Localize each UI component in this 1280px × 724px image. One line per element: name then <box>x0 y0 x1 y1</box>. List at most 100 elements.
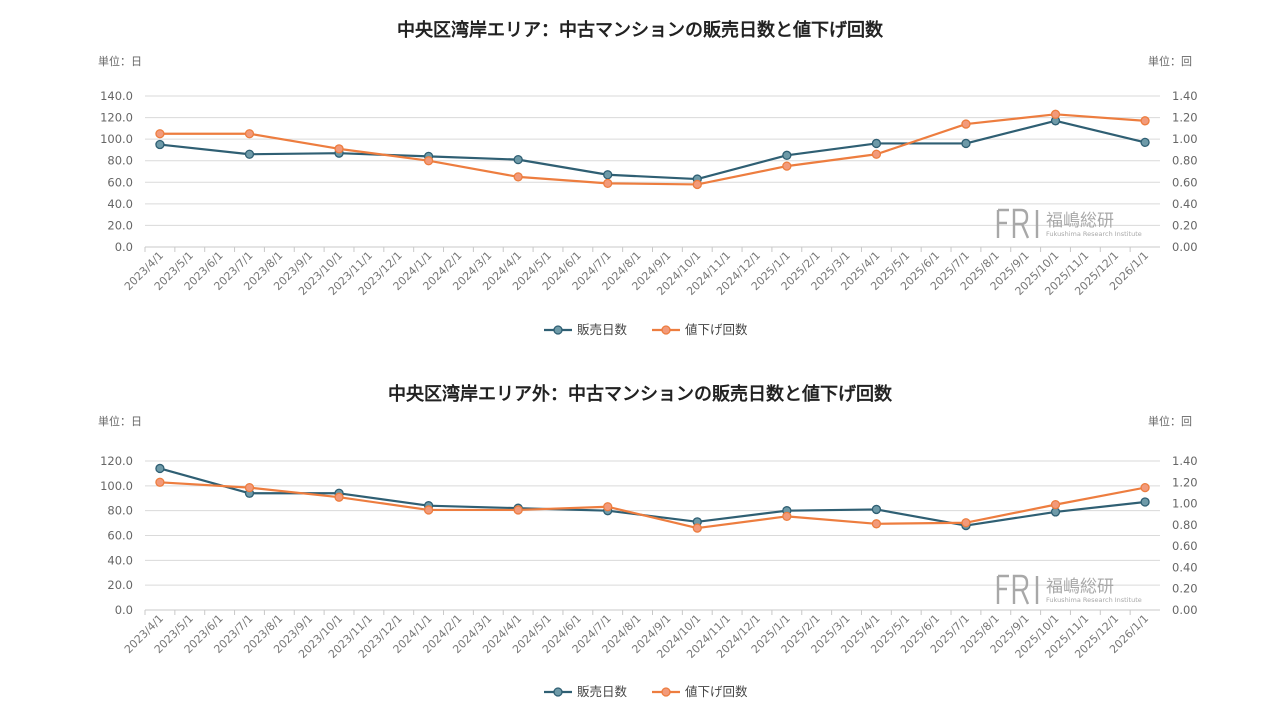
data-point-days <box>871 138 882 149</box>
y-left-tick-label: 140.0 <box>100 89 133 103</box>
legend-item-reductions: 値下げ回数 <box>652 322 748 337</box>
y-right-tick-label: 0.40 <box>1172 197 1198 211</box>
right-axis-unit: 単位：回 <box>1148 54 1192 68</box>
data-point-days <box>603 170 613 180</box>
logo-subtitle: Fukushima Research Institute <box>1046 596 1142 604</box>
series-line-days <box>159 119 1146 181</box>
y-left-tick-label: 60.0 <box>107 529 133 543</box>
legend-label: 値下げ回数 <box>685 322 748 337</box>
data-point-reductions <box>1050 109 1061 119</box>
y-left-tick-label: 40.0 <box>107 197 133 211</box>
y-left-tick-label: 60.0 <box>107 175 133 189</box>
y-left-tick-label: 0.0 <box>115 603 133 617</box>
y-left-tick-label: 100.0 <box>100 479 133 493</box>
y-left-tick-label: 0.0 <box>115 240 133 254</box>
y-right-tick-label: 0.60 <box>1172 175 1198 189</box>
y-right-tick-label: 0.40 <box>1172 560 1198 574</box>
data-point-days <box>513 154 523 165</box>
data-point-reductions <box>334 492 344 502</box>
data-point-days <box>782 150 792 160</box>
data-point-days <box>155 139 165 150</box>
data-point-reductions <box>423 156 434 166</box>
legend-marker <box>553 687 563 697</box>
y-left-tick-label: 20.0 <box>107 578 133 592</box>
data-point-reductions <box>692 523 702 533</box>
y-left-tick-label: 40.0 <box>107 553 133 567</box>
right-axis-unit: 単位：回 <box>1148 414 1192 428</box>
data-point-reductions <box>1140 482 1150 493</box>
y-right-tick-label: 1.00 <box>1172 132 1198 146</box>
logo-name: 福嶋総研 <box>1046 211 1114 231</box>
chart-title: 中央区湾岸エリア外：中古マンションの販売日数と値下げ回数 <box>388 383 893 405</box>
fri-mark-f <box>996 208 1009 238</box>
data-point-reductions <box>782 161 792 171</box>
legend-label: 販売日数 <box>577 684 628 699</box>
data-point-reductions <box>244 129 255 139</box>
data-point-reductions <box>334 144 344 154</box>
legend-item-days: 販売日数 <box>544 322 628 337</box>
data-point-reductions <box>692 179 702 190</box>
y-right-tick-label: 0.00 <box>1172 240 1198 254</box>
data-point-reductions <box>423 505 434 515</box>
legend-marker <box>553 325 563 335</box>
data-point-reductions <box>244 482 255 493</box>
data-point-reductions <box>603 502 613 512</box>
y-right-tick-label: 1.40 <box>1172 89 1198 103</box>
data-point-days <box>961 138 971 149</box>
left-axis-unit: 単位：日 <box>98 54 142 68</box>
y-right-tick-label: 0.20 <box>1172 582 1198 596</box>
data-point-days <box>1140 137 1150 148</box>
y-right-tick-label: 0.80 <box>1172 154 1198 168</box>
data-point-reductions <box>961 518 971 528</box>
series-line-reductions <box>159 481 1146 530</box>
legend-label: 値下げ回数 <box>685 684 748 699</box>
data-point-reductions <box>603 178 613 189</box>
y-right-tick-label: 0.00 <box>1172 603 1198 617</box>
data-point-reductions <box>782 511 792 521</box>
data-point-reductions <box>1140 116 1150 126</box>
y-right-tick-label: 1.40 <box>1172 454 1198 468</box>
data-point-reductions <box>155 477 165 487</box>
y-right-tick-label: 0.20 <box>1172 218 1198 232</box>
y-right-tick-label: 0.60 <box>1172 539 1198 553</box>
data-point-reductions <box>871 519 882 529</box>
legend-item-days: 販売日数 <box>544 684 628 699</box>
y-left-tick-label: 120.0 <box>100 111 133 125</box>
data-point-days <box>244 149 255 159</box>
data-point-reductions <box>961 119 971 129</box>
data-point-reductions <box>155 129 165 139</box>
series-line-days <box>159 467 1146 527</box>
y-left-tick-label: 120.0 <box>100 454 133 468</box>
y-right-tick-label: 1.00 <box>1172 497 1198 511</box>
y-right-tick-label: 0.80 <box>1172 518 1198 532</box>
left-axis-unit: 単位：日 <box>98 414 142 428</box>
data-point-reductions <box>1050 499 1061 510</box>
data-point-days <box>155 463 165 474</box>
legend-label: 販売日数 <box>577 322 628 337</box>
legend-marker <box>661 687 671 697</box>
y-left-tick-label: 80.0 <box>107 504 133 518</box>
data-point-reductions <box>871 149 882 159</box>
legend-item-reductions: 値下げ回数 <box>652 684 748 699</box>
logo-name: 福嶋総研 <box>1046 577 1114 597</box>
logo-subtitle: Fukushima Research Institute <box>1046 230 1142 238</box>
chart-title: 中央区湾岸エリア：中古マンションの販売日数と値下げ回数 <box>397 19 884 41</box>
fri-mark-r <box>1012 574 1030 605</box>
y-right-tick-label: 1.20 <box>1172 475 1198 489</box>
fri-mark-r <box>1012 208 1030 239</box>
y-right-tick-label: 1.20 <box>1172 111 1198 125</box>
data-point-reductions <box>513 505 523 515</box>
y-left-tick-label: 80.0 <box>107 154 133 168</box>
data-point-reductions <box>513 172 523 182</box>
y-left-tick-label: 20.0 <box>107 218 133 232</box>
y-left-tick-label: 100.0 <box>100 132 133 146</box>
legend-marker <box>661 325 671 335</box>
fri-mark-f <box>996 574 1009 604</box>
data-point-days <box>1140 497 1150 507</box>
